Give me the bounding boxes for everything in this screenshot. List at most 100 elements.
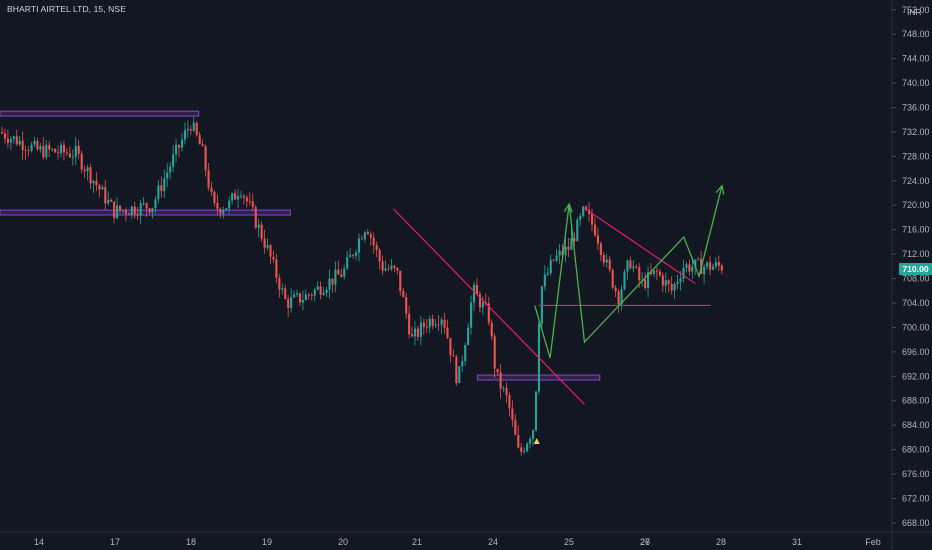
signal-marker-icon: [533, 438, 540, 445]
candle-body: [620, 289, 623, 305]
candle-body: [363, 232, 366, 240]
y-tick-label: 744.00: [902, 54, 930, 64]
candle-body: [293, 294, 296, 298]
candle-body: [39, 146, 42, 150]
candle-body: [443, 319, 446, 328]
candle-body: [408, 313, 411, 335]
candle-body: [245, 197, 248, 202]
candle-body: [357, 238, 361, 253]
candle-body: [33, 140, 36, 145]
candle-body: [269, 245, 272, 257]
x-tick-label: 18: [186, 537, 196, 547]
candle-body: [257, 224, 260, 228]
candle-body: [322, 292, 325, 295]
candle-body: [107, 199, 110, 204]
x-tick-label: 25: [564, 537, 574, 547]
candle-body: [387, 268, 390, 270]
candle-body: [104, 187, 107, 204]
candle-body: [51, 148, 54, 150]
candle-body: [298, 293, 302, 303]
candle-body: [405, 297, 408, 314]
candle-body: [582, 206, 585, 216]
chart-title: BHARTI AIRTEL LTD, 15, NSE: [7, 4, 126, 14]
candle-body: [275, 259, 278, 278]
candle-body: [493, 336, 496, 369]
candle-body: [278, 277, 281, 290]
candle-body: [576, 219, 579, 241]
candle-body: [458, 366, 461, 384]
candle-body: [166, 172, 169, 179]
candle-body: [110, 199, 113, 202]
candle-body: [148, 208, 151, 213]
candle-body: [682, 267, 685, 279]
candle-body: [629, 260, 632, 269]
candle-body: [440, 319, 443, 325]
candle-body: [207, 170, 210, 188]
candle-body: [12, 136, 15, 139]
candle-body: [163, 178, 166, 192]
y-tick-label: 712.00: [902, 249, 930, 259]
candle-body: [237, 196, 240, 200]
candle-body: [564, 246, 567, 256]
candle-body: [310, 295, 313, 296]
candle-body: [24, 150, 27, 151]
candle-body: [599, 243, 602, 255]
candle-body: [487, 303, 490, 323]
candle-body: [591, 214, 594, 225]
candle-body: [638, 267, 641, 281]
candle-body: [328, 278, 331, 290]
candle-body: [505, 387, 508, 396]
candle-body: [390, 265, 393, 270]
candle-body: [201, 144, 204, 147]
candle-body: [228, 200, 231, 209]
candle-body: [478, 294, 481, 308]
candle-body: [419, 322, 422, 337]
candle-body: [614, 287, 617, 292]
candle-body: [452, 355, 455, 357]
candle-body: [343, 268, 346, 277]
candle-body: [422, 322, 425, 327]
candle-body: [234, 193, 237, 200]
candle-body: [1, 131, 4, 134]
candle-body: [57, 152, 60, 154]
candle-body: [579, 215, 582, 220]
candle-body: [175, 145, 178, 155]
candle-body: [263, 238, 266, 248]
candle-body: [213, 191, 216, 203]
candle-body: [248, 201, 251, 203]
candle-body: [711, 266, 715, 270]
candle-body: [703, 266, 706, 275]
candle-body: [664, 280, 667, 286]
candle-body: [508, 395, 511, 409]
candle-body: [178, 145, 181, 148]
candle-body: [142, 203, 145, 204]
y-tick-label: 740.00: [902, 78, 930, 88]
candle-body: [567, 246, 570, 250]
candle-body: [437, 324, 440, 326]
y-tick-label: 748.00: [902, 29, 930, 39]
candle-body: [281, 288, 284, 290]
candle-body: [446, 327, 449, 339]
candle-body: [62, 144, 66, 153]
candle-body: [290, 297, 293, 308]
candle-body: [425, 326, 428, 328]
candle-body: [455, 356, 458, 384]
candle-body: [676, 281, 679, 284]
y-tick-label: 704.00: [902, 298, 930, 308]
candle-body: [375, 245, 378, 251]
candle-body: [204, 146, 207, 171]
candle-body: [635, 266, 638, 268]
candle-body: [402, 291, 405, 298]
candle-body: [652, 270, 656, 275]
candle-body: [717, 262, 720, 266]
candle-body: [316, 286, 319, 290]
candle-body: [313, 289, 316, 296]
candle-body: [272, 256, 275, 260]
candle-body: [499, 372, 502, 389]
candle-body: [534, 391, 538, 431]
candle-body: [720, 265, 723, 271]
candle-body: [399, 270, 402, 292]
candle-body: [396, 267, 399, 271]
